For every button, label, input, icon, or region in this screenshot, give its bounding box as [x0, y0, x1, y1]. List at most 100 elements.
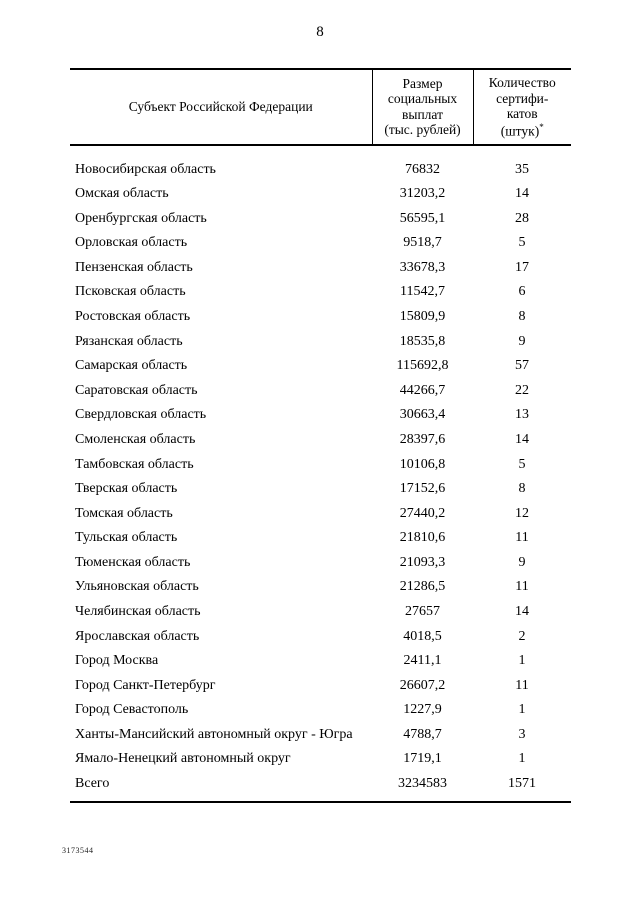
payment-amount: 18535,8 [399, 333, 446, 349]
region-name: Пензенская область [75, 259, 193, 275]
region-name: Челябинская область [75, 603, 201, 619]
payment-amount: 1227,9 [403, 702, 442, 718]
certificate-count: 5 [518, 235, 526, 251]
region-name: Город Санкт-Петербург [75, 677, 216, 693]
region-name: Город Севастополь [75, 702, 189, 718]
table-header: Субъект Российской Федерации Размер соци… [70, 69, 571, 145]
payment-amount: 10106,8 [399, 456, 446, 472]
certificate-count: 9 [518, 554, 526, 570]
table-row: Тамбовская область 10106,8 5 [70, 452, 571, 477]
table-row: Город Санкт-Петербург 26607,2 11 [70, 673, 571, 698]
certificate-count: 14 [515, 431, 529, 447]
footnote-asterisk: * [539, 121, 544, 132]
table-row: Саратовская область 44266,7 22 [70, 378, 571, 403]
payment-amount: 11542,7 [400, 284, 445, 300]
region-name: Смоленская область [75, 431, 196, 447]
payment-amount: 3234583 [398, 776, 447, 792]
stamp-number: 3173544 [62, 846, 94, 855]
payment-amount: 15809,9 [399, 309, 446, 325]
payment-amount: 27657 [405, 603, 440, 619]
certificate-count: 17 [515, 259, 529, 275]
certificate-count: 1 [518, 751, 526, 767]
payment-amount: 30663,4 [399, 407, 446, 423]
column-header-amount: Размер социальных выплат (тыс. рублей) [371, 69, 473, 145]
certificate-count: 22 [515, 382, 529, 398]
payment-amount: 31203,2 [399, 186, 446, 202]
table-row: Орловская область 9518,7 5 [70, 231, 571, 256]
table-row: Ульяновская область 21286,5 11 [70, 575, 571, 600]
certificate-count: 28 [515, 210, 529, 226]
table-row: Смоленская область 28397,6 14 [70, 427, 571, 452]
certificate-count: 8 [518, 481, 526, 497]
region-name: Тамбовская область [75, 456, 194, 472]
region-name: Псковская область [75, 284, 186, 300]
payment-amount: 9518,7 [403, 235, 442, 251]
table-row: Ярославская область 4018,5 2 [70, 624, 571, 649]
table-row: Оренбургская область 56595,1 28 [70, 206, 571, 231]
payment-amount: 27440,2 [399, 505, 446, 521]
certificate-count: 2 [518, 628, 526, 644]
region-name: Томская область [75, 505, 173, 521]
doc-table: Субъект Российской Федерации Размер соци… [70, 68, 571, 803]
payments-table: Субъект Российской Федерации Размер соци… [70, 68, 571, 803]
region-name: Орловская область [75, 235, 188, 251]
region-name: Ханты-Мансийский автономный округ - Югра [75, 726, 353, 742]
region-name: Омская область [75, 186, 169, 202]
table-row: Челябинская область 27657 14 [70, 599, 571, 624]
payment-amount: 4018,5 [403, 628, 442, 644]
region-name: Саратовская область [75, 382, 198, 398]
table-row: Рязанская область 18535,8 9 [70, 329, 571, 354]
payment-amount: 28397,6 [399, 431, 446, 447]
certificate-count: 11 [515, 579, 529, 595]
table-row: Тюменская область 21093,3 9 [70, 550, 571, 575]
payment-amount: 4788,7 [403, 726, 442, 742]
table-row: Томская область 27440,2 12 [70, 501, 571, 526]
certificate-count: 9 [518, 333, 526, 349]
payment-amount: 21286,5 [399, 579, 446, 595]
certificate-count: 1 [518, 653, 526, 669]
table-body: Новосибирская область 76832 35 Омская об… [70, 145, 571, 803]
certificate-count: 12 [515, 505, 529, 521]
column-header-count: Количество сертифи- катов (штук)* [472, 69, 571, 145]
region-name: Самарская область [75, 358, 188, 374]
region-name: Свердловская область [75, 407, 207, 423]
certificate-count: 14 [515, 603, 529, 619]
table-row: Свердловская область 30663,4 13 [70, 403, 571, 428]
table-row: Тульская область 21810,6 11 [70, 526, 571, 551]
payment-amount: 56595,1 [399, 210, 446, 226]
table-row: Ямало-Ненецкий автономный округ 1719,1 1 [70, 747, 571, 772]
column-header-count-text: Количество сертифи- катов (штук) [488, 75, 556, 139]
region-name: Ямало-Ненецкий автономный округ [75, 751, 291, 767]
payment-amount: 21810,6 [399, 530, 446, 546]
certificate-count: 5 [518, 456, 526, 472]
region-name: Рязанская область [75, 333, 183, 349]
region-name: Новосибирская область [75, 161, 216, 177]
region-name: Тульская область [75, 530, 178, 546]
region-name: Оренбургская область [75, 210, 207, 226]
payment-amount: 17152,6 [399, 481, 446, 497]
table-row: Ханты-Мансийский автономный округ - Югра… [70, 722, 571, 747]
region-name: Тверская область [75, 481, 178, 497]
certificate-count: 14 [515, 186, 529, 202]
table-row: Всего 3234583 1571 [70, 771, 571, 802]
payment-amount: 76832 [405, 161, 440, 177]
certificate-count: 1571 [508, 776, 536, 792]
region-name: Город Москва [75, 653, 159, 669]
table-row: Новосибирская область 76832 35 [70, 145, 571, 182]
region-name: Ярославская область [75, 628, 200, 644]
payment-amount: 115692,8 [396, 358, 449, 374]
region-name: Всего [75, 776, 110, 792]
table-row: Тверская область 17152,6 8 [70, 476, 571, 501]
certificate-count: 6 [518, 284, 526, 300]
payment-amount: 2411,1 [403, 653, 442, 669]
payment-amount: 21093,3 [399, 554, 446, 570]
payment-amount: 44266,7 [399, 382, 446, 398]
region-name: Ростовская область [75, 309, 191, 325]
payment-amount: 33678,3 [399, 259, 446, 275]
payment-amount: 1719,1 [403, 751, 442, 767]
table-row: Город Москва 2411,1 1 [70, 649, 571, 674]
table-row: Пензенская область 33678,3 17 [70, 255, 571, 280]
page-number: 8 [316, 24, 324, 40]
region-name: Ульяновская область [75, 579, 199, 595]
certificate-count: 13 [515, 407, 529, 423]
